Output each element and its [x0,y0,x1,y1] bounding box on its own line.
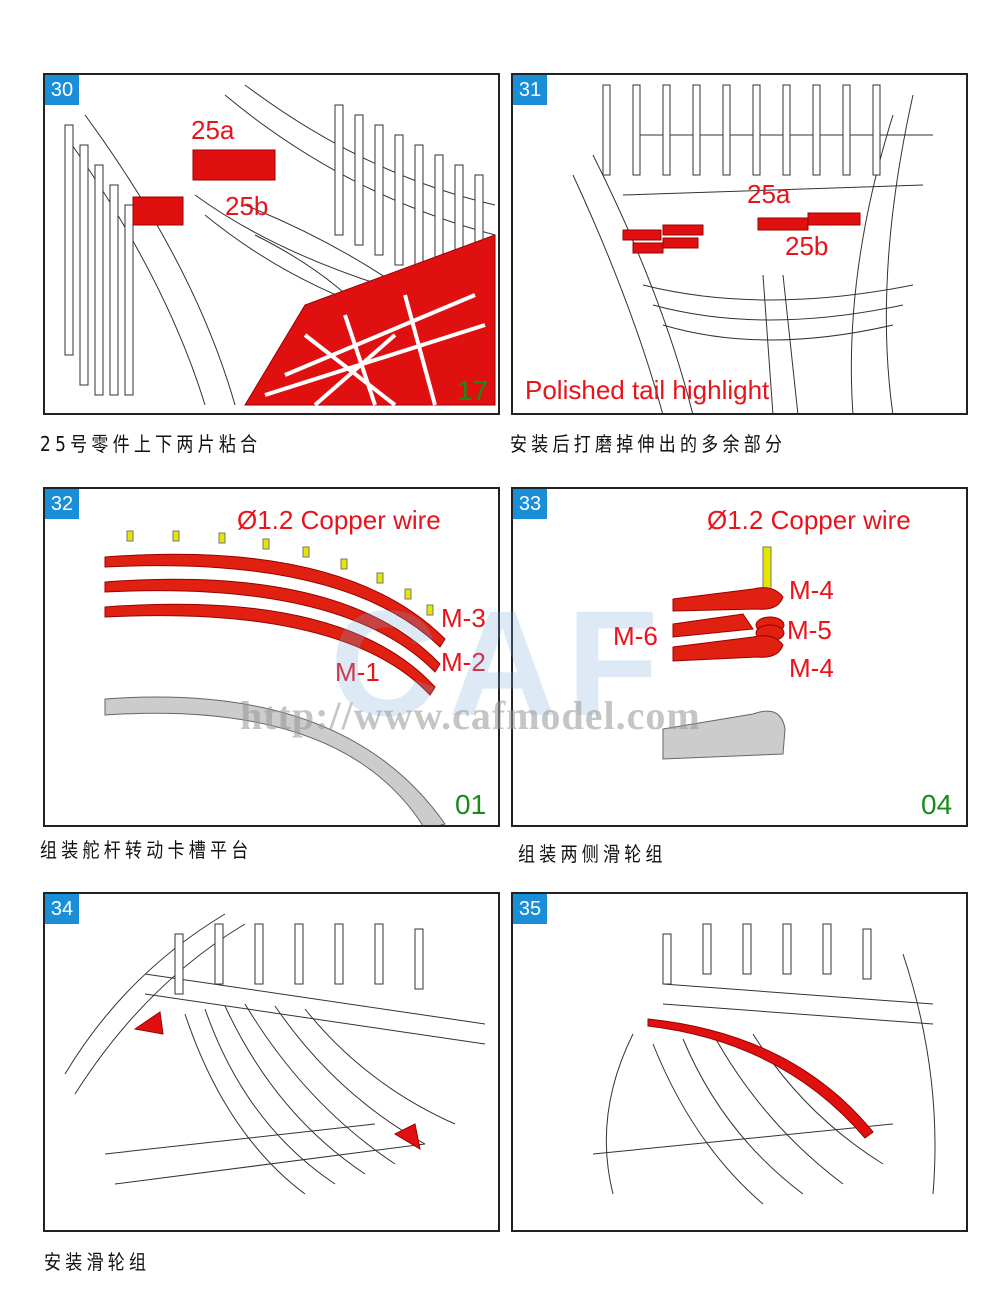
step-33-caption: 组装两侧滑轮组 [518,842,667,866]
part-label-m2: M-2 [441,647,486,677]
step-35-caption: 安装滑轮组 [44,1250,151,1274]
step-number-badge: 35 [513,894,547,924]
watermark-url: http://www.cafmodel.com [240,693,701,738]
copper-wire-label: Ø1.2 Copper wire [237,505,441,535]
part-label-m4-top: M-4 [789,575,834,605]
step-number-badge: 33 [513,489,547,519]
step-30-panel: 30 25a 25b 17 [43,73,500,415]
part-label-m1: M-1 [335,657,380,687]
step-number-badge: 31 [513,75,547,105]
part-label-25b: 25b [785,231,829,261]
step-32-panel: 32 Ø1.2 Copper wire M-3 M-2 M-1 01 [43,487,500,827]
part-label-25b: 25b [225,191,269,221]
step-30-caption: 25号零件上下两片粘合 [40,432,262,456]
part-label-m5: M-5 [787,615,832,645]
hull-drawing [64,913,486,1195]
pulley-set-drawing [662,546,786,760]
step-35-panel: 35 [511,892,968,1232]
step-32-caption: 组装舵杆转动卡槽平台 [40,838,253,862]
step-number-badge: 32 [45,489,79,519]
part-reference: 01 [455,789,487,820]
note-polished-tail: Polished tail highlight [525,375,770,405]
part-reference: 04 [921,789,953,820]
hull-drawing [592,923,936,1205]
hull-drawing [572,84,933,413]
step-number-badge: 30 [45,75,79,105]
part-reference: 17 [457,375,489,406]
step-31-panel: 31 25a 25b Polished tail highlight [511,73,968,415]
part-label-25a: 25a [747,179,791,209]
step-number-badge: 34 [45,894,79,924]
hull-drawing [64,84,496,407]
part-label-m3: M-3 [441,603,486,633]
part-label-m6: M-6 [613,621,658,651]
step-33-panel: 33 Ø1.2 Copper wire M-4 M-5 M-6 M-4 04 [511,487,968,827]
copper-wire-label: Ø1.2 Copper wire [707,505,911,535]
step-31-caption: 安装后打磨掉伸出的多余部分 [510,432,787,456]
watermark-logo: CAF [330,579,669,747]
part-label-m4-bottom: M-4 [789,653,834,683]
rudder-platform-drawing [104,530,446,825]
step-34-panel: 34 [43,892,500,1232]
part-label-25a: 25a [191,115,235,145]
